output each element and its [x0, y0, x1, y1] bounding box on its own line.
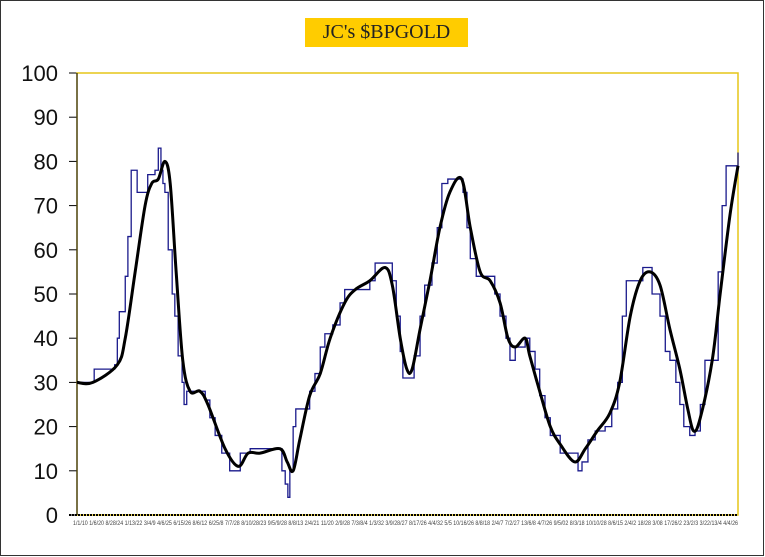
series-group: [76, 147, 740, 498]
y-tick-label: 60: [34, 238, 58, 263]
y-tick-label: 20: [34, 415, 58, 440]
y-tick-label: 30: [34, 370, 58, 395]
y-axis: 0 10 20 30 40 50 60 70 80 90 100: [21, 61, 77, 528]
y-tick-label: 90: [34, 105, 58, 130]
series-line-raw: [77, 147, 739, 498]
series-line-smoothed: [76, 159, 740, 474]
y-tick-label: 40: [34, 326, 58, 351]
y-tick-label: 50: [34, 282, 58, 307]
y-tick-label: 80: [34, 149, 58, 174]
y-tick-label: 10: [34, 459, 58, 484]
y-tick-label: 70: [34, 194, 58, 219]
y-tick-label: 100: [21, 61, 58, 86]
chart-title: JC's $BPGOLD: [305, 18, 468, 47]
x-tick-labels: 1/1/10 1/6/20 8/28/24 1/13/22 3/4/9 4/6/…: [73, 521, 739, 527]
y-tick-label: 0: [46, 503, 58, 528]
